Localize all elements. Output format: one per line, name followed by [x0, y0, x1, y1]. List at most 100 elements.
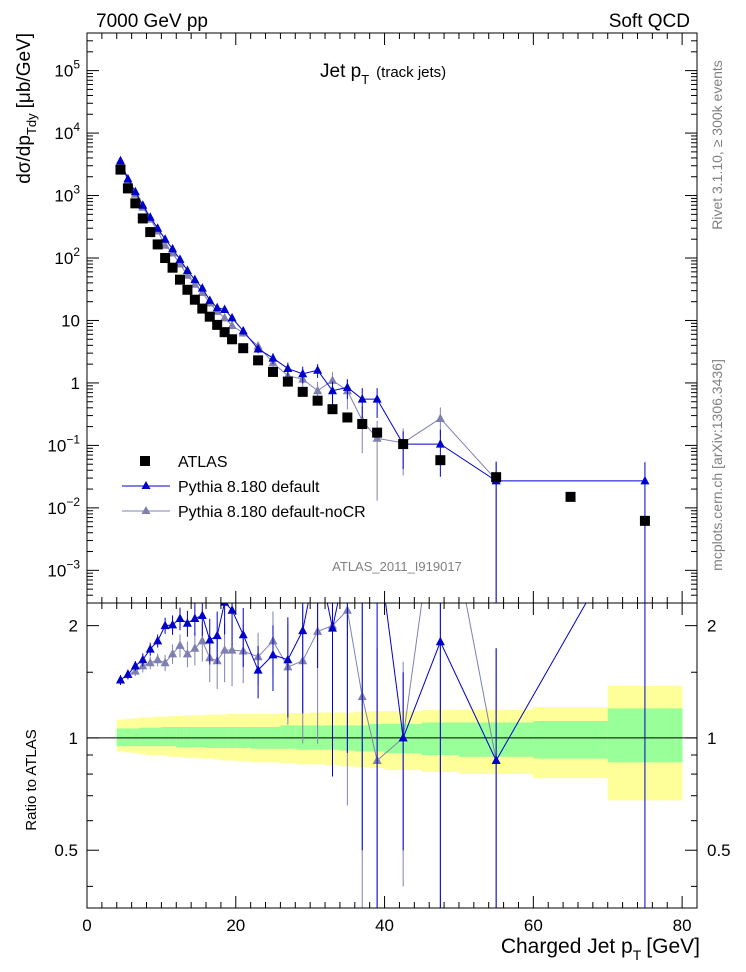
main-point-default: [342, 382, 352, 391]
main-point-default: [168, 243, 178, 253]
atlas-point: [204, 311, 215, 322]
main-point-nocr: [197, 287, 207, 297]
ratio-tick-label-left: 2: [69, 617, 78, 636]
ratio-tick-label-right: 1: [707, 729, 716, 748]
y-tick-base: 10: [54, 249, 73, 268]
atlas-point: [174, 274, 185, 285]
atlas-point: [130, 198, 141, 209]
atlas-point: [189, 294, 200, 305]
main-point-default: [175, 254, 185, 263]
y-tick-label: 105: [54, 58, 80, 81]
ratio-band-inner: [161, 726, 170, 747]
ratio-point-default: [398, 732, 408, 742]
ratio-band-inner: [191, 726, 199, 748]
y-tick-label: 10: [61, 311, 80, 330]
ratio-point-default: [175, 613, 185, 623]
y-tick-base: 10: [54, 187, 73, 206]
ratio-point-nocr: [145, 657, 155, 667]
main-data-layer: [115, 155, 650, 603]
ratio-band-inner: [168, 726, 177, 747]
ratio-point-default: [373, 533, 382, 542]
main-point-default: [153, 223, 163, 232]
x-tick-label: 60: [524, 916, 543, 935]
atlas-point: [357, 419, 368, 430]
atlas-point: [115, 164, 126, 175]
ratio-band-inner: [176, 726, 185, 748]
main-point-default: [372, 394, 382, 403]
legend-marker-nocr: [141, 506, 151, 514]
header-energy: 7000 GeV pp: [96, 11, 208, 32]
main-point-default: [205, 295, 215, 304]
atlas-point: [182, 284, 193, 295]
ratio-point-default: [358, 584, 367, 593]
ratio-band-inner: [280, 725, 296, 749]
main-point-default: [182, 265, 192, 275]
y-axis-label: dσ/dpTdy [μb/GeV]: [14, 33, 39, 184]
legend-marker-default: [141, 481, 151, 489]
legend: ATLAS Pythia 8.180 default Pythia 8.180 …: [122, 454, 366, 521]
rivet-info: Rivet 3.1.10, ≥ 300k events: [709, 60, 725, 230]
y-tick-label: 103: [54, 183, 80, 206]
ratio-point-default: [115, 674, 125, 684]
atlas-point: [152, 239, 163, 250]
main-point-default: [268, 353, 278, 362]
ratio-point-default: [268, 649, 278, 659]
ratio-tick-label-right: 0.5: [707, 841, 731, 860]
ratio-point-default: [153, 635, 163, 645]
ratio-panel: 0 20 40 60 80 2 2 1 1 0.5 0.5 Ratio to ATLAS: [23, 533, 731, 935]
main-point-default: [220, 304, 230, 313]
ratio-point-default: [190, 613, 200, 623]
ratio-band-inner: [124, 728, 132, 747]
main-point-nocr: [182, 270, 192, 279]
analysis-watermark: ATLAS_2011_I919017: [332, 559, 462, 574]
y-label-unit: [μb/GeV]: [14, 33, 35, 108]
y-tick-exp: 4: [73, 120, 80, 134]
main-point-default: [197, 283, 207, 292]
y-tick-base: 10: [47, 436, 66, 455]
main-point-default: [238, 325, 248, 335]
atlas-point: [219, 327, 230, 338]
main-point-nocr: [220, 312, 230, 322]
ratio-data-layer: [87, 533, 697, 908]
atlas-point: [639, 515, 650, 526]
ratio-point-nocr: [190, 643, 200, 652]
main-point-default: [212, 302, 222, 312]
ratio-point-default: [130, 660, 140, 670]
ratio-point-default: [298, 625, 308, 635]
legend-label-default: Pythia 8.180 default: [178, 479, 320, 496]
ratio-point-nocr: [168, 648, 178, 658]
plot-title-extra: (track jets): [376, 64, 446, 81]
main-point-default: [313, 365, 323, 374]
atlas-point: [122, 183, 133, 194]
legend-marker-atlas: [140, 456, 150, 466]
atlas-point: [372, 427, 383, 438]
header-category: Soft QCD: [609, 11, 690, 32]
atlas-point: [435, 455, 446, 466]
y-tick-label: 10−2: [47, 495, 80, 518]
atlas-point: [227, 334, 238, 345]
ratio-band-inner: [146, 727, 155, 747]
ratio-point-default: [220, 603, 230, 606]
atlas-point: [267, 366, 278, 377]
main-point-default: [357, 394, 367, 403]
plot-title-main: Jet p: [320, 61, 361, 82]
x-label-unit: [GeV]: [646, 935, 700, 958]
main-point-default: [130, 186, 140, 196]
ratio-point-nocr: [160, 657, 170, 667]
x-label-main: Charged Jet p: [501, 935, 633, 958]
ratio-point-default: [205, 635, 215, 644]
x-label-sub: T: [633, 947, 642, 963]
mcplots-info: mcplots.cern.ch [arXiv:1306.3436]: [709, 359, 725, 571]
ratio-point-default: [313, 551, 322, 560]
ratio-point-default: [182, 618, 192, 627]
y-tick-exp: 5: [73, 58, 80, 72]
main-point-default: [283, 363, 293, 373]
x-tick-label: 80: [673, 916, 692, 935]
main-point-nocr: [327, 375, 337, 384]
ratio-point-default: [253, 665, 263, 674]
ratio-point-default: [327, 623, 337, 632]
main-point-default: [298, 368, 308, 378]
y-tick-base: 10: [54, 62, 73, 81]
main-point-nocr: [435, 413, 445, 422]
